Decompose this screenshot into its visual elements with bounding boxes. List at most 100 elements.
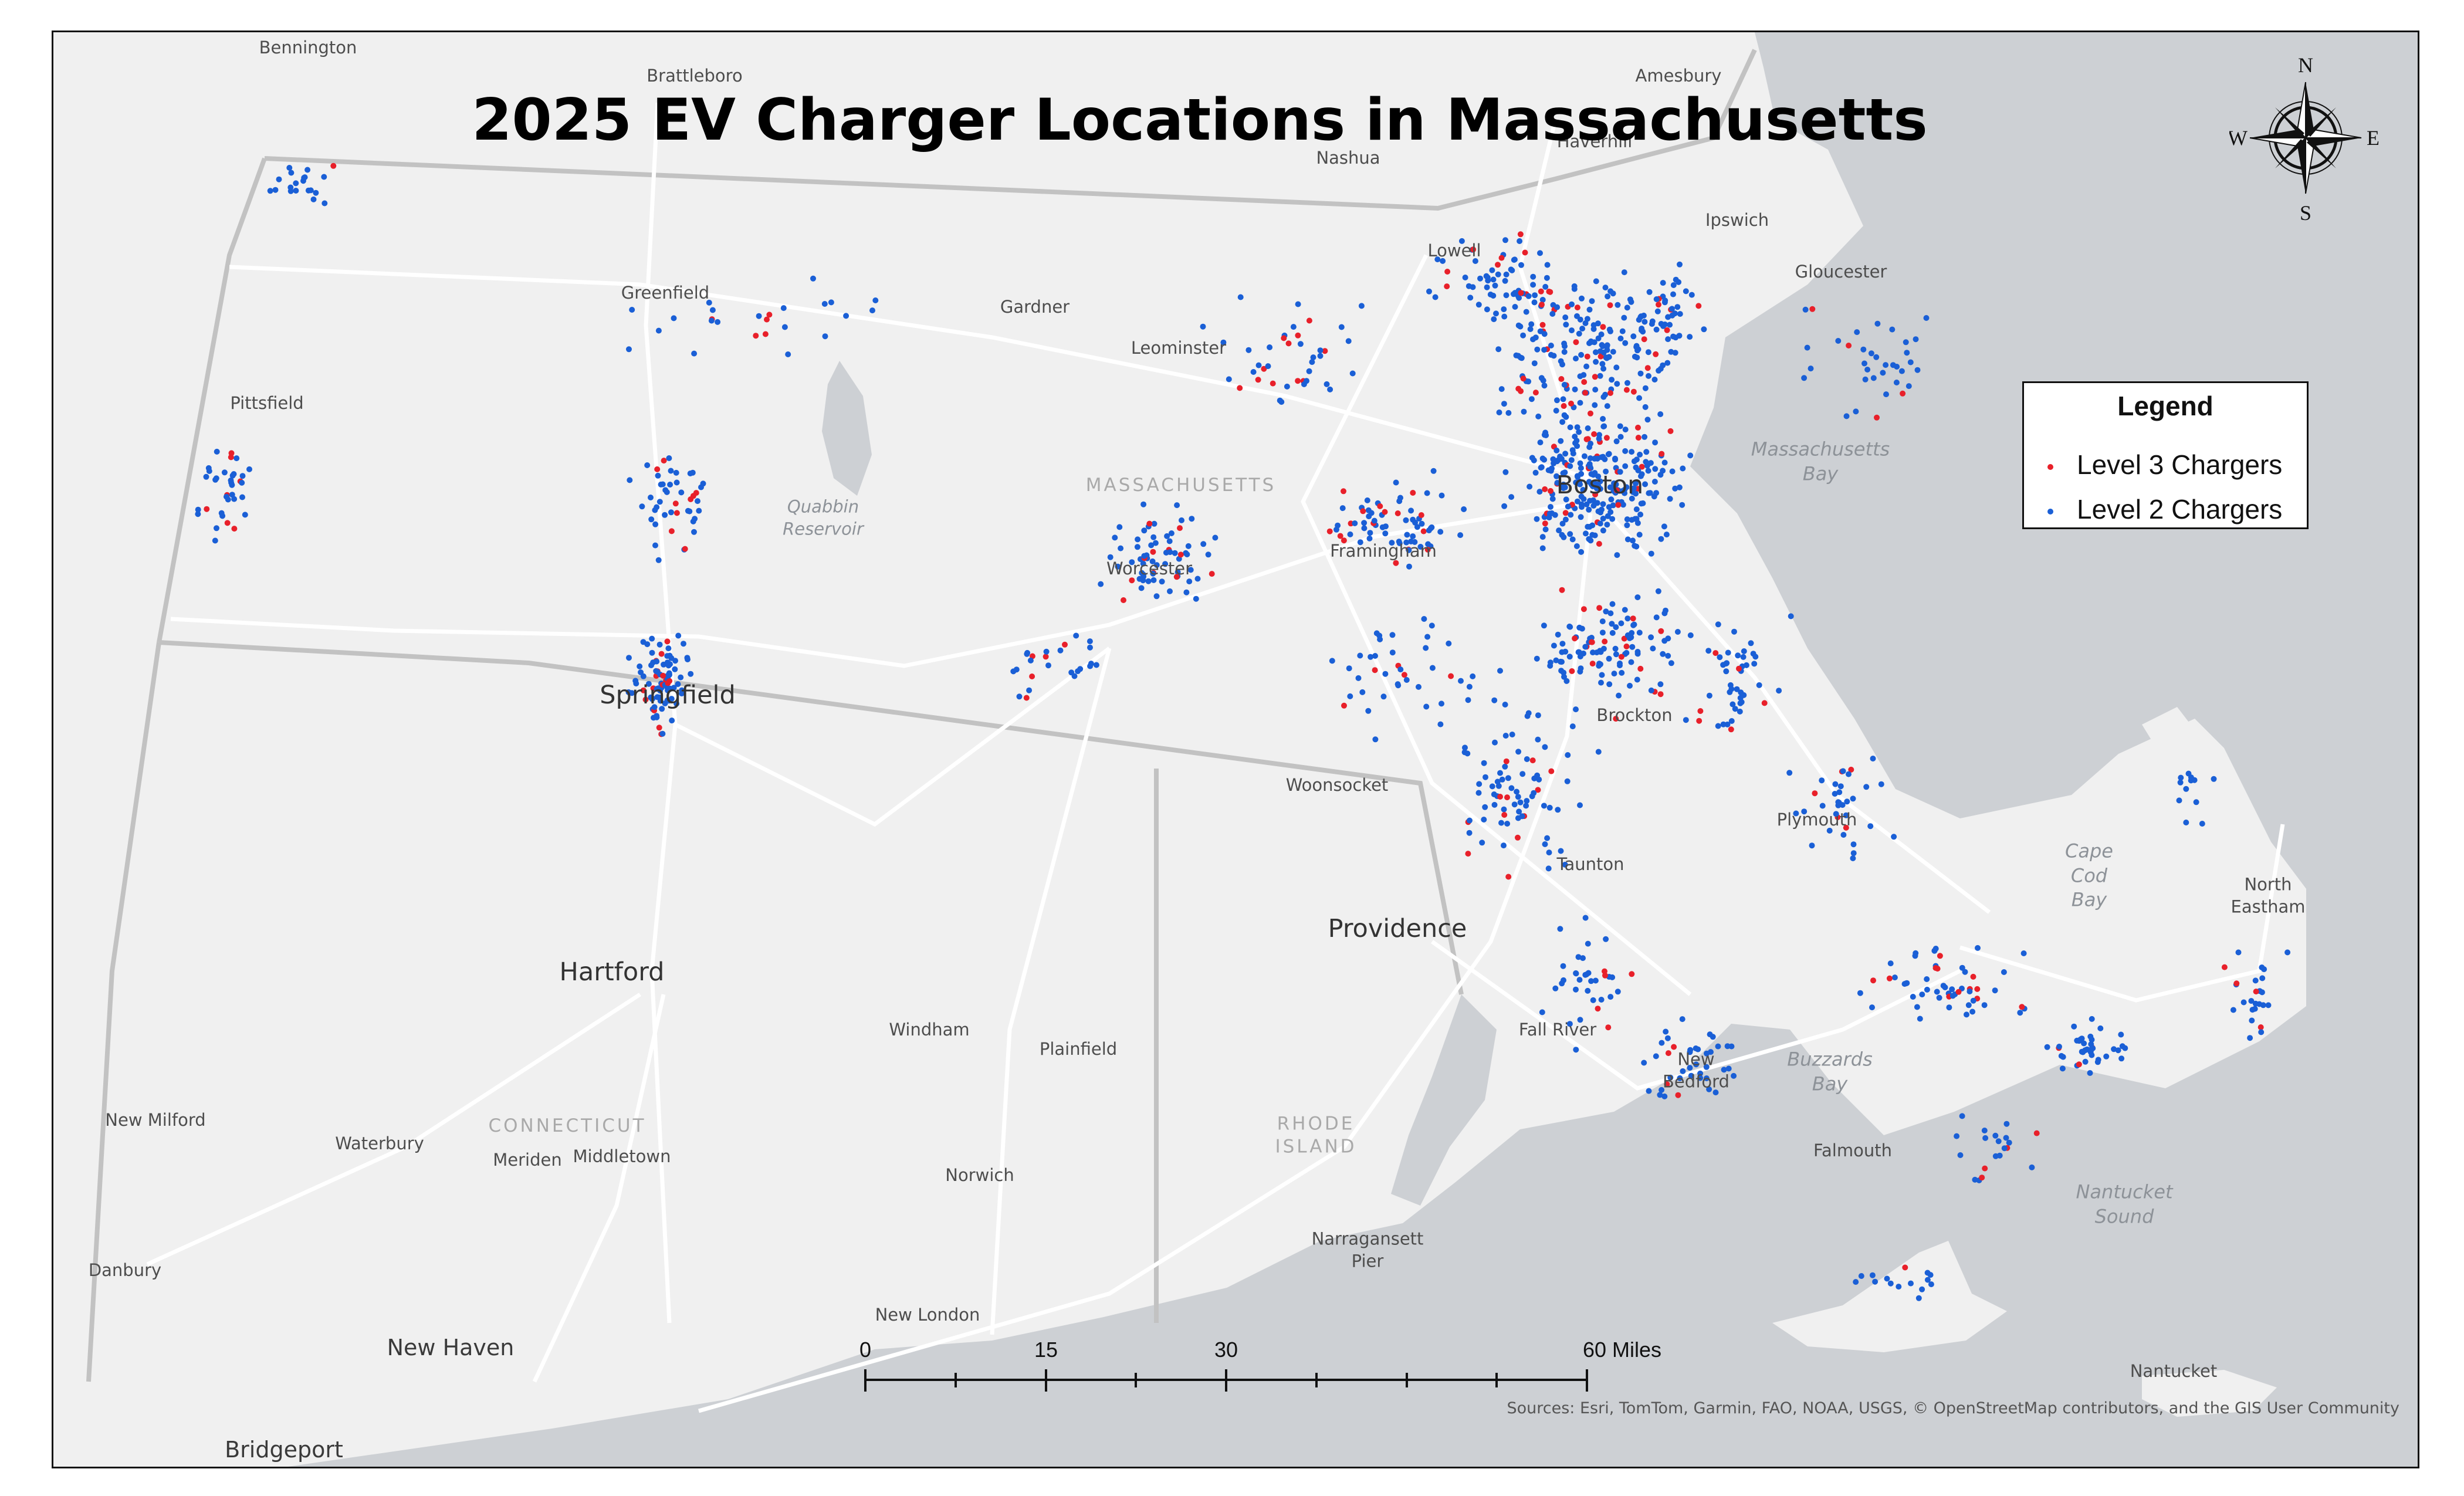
level-2-charger-point (1484, 284, 1490, 290)
level-2-charger-point (1547, 662, 1553, 669)
level-2-charger-point (1599, 361, 1606, 367)
level-2-charger-point (1434, 256, 1441, 263)
level-2-charger-point (1568, 512, 1574, 518)
level-3-charger-point (1424, 546, 1431, 553)
legend: Legend Level 3 Chargers Level 2 Chargers (2022, 381, 2309, 529)
level-2-charger-point (1628, 659, 1634, 665)
level-3-charger-point (1588, 410, 1593, 417)
label-falmouth: Falmouth (1813, 1140, 1892, 1160)
level-2-charger-point (2103, 1053, 2110, 1060)
road-mass-pike (170, 499, 1591, 668)
level-2-charger-point (1561, 412, 1568, 418)
level-2-charger-point (656, 499, 663, 505)
level-2-charger-point (1295, 301, 1301, 307)
level-2-charger-point (1624, 615, 1631, 622)
level-2-charger-point (1917, 1016, 1923, 1022)
level-2-charger-point (1523, 803, 1529, 809)
level-2-charger-point (1558, 358, 1564, 364)
level-2-charger-point (1491, 316, 1497, 323)
level-2-charger-point (1573, 970, 1579, 976)
level-2-charger-point (1880, 370, 1886, 376)
level-2-charger-point (1837, 783, 1844, 790)
level-2-charger-point (1410, 516, 1416, 523)
level-2-charger-point (1735, 652, 1741, 659)
level-2-charger-point (1393, 479, 1399, 486)
level-2-charger-point (1487, 292, 1494, 297)
level-2-charger-point (1965, 1002, 1972, 1008)
level-2-charger-point (655, 472, 661, 479)
level-2-charger-point (1430, 468, 1437, 474)
level-2-charger-point (1776, 688, 1782, 694)
level-2-charger-point (1588, 978, 1595, 984)
label-springfield: Springfield (600, 681, 736, 710)
level-2-charger-point (822, 333, 828, 340)
level-2-charger-point (1554, 480, 1561, 486)
level-2-charger-point (1633, 480, 1639, 487)
level-2-charger-point (1499, 776, 1505, 783)
level-2-charger-point (1891, 974, 1898, 981)
level-2-charger-point (1688, 292, 1695, 298)
level-3-charger-point (1121, 597, 1126, 603)
level-2-charger-point (1567, 424, 1573, 431)
level-2-charger-point (2230, 1007, 2236, 1013)
level-2-charger-point (1140, 501, 1147, 507)
level-2-charger-point (1345, 338, 1352, 344)
level-2-charger-point (2071, 1023, 2077, 1030)
level-2-charger-point (1577, 373, 1583, 380)
level-2-charger-point (1502, 277, 1508, 284)
level-2-charger-point (1661, 1093, 1668, 1099)
level-2-charger-point (1632, 353, 1638, 360)
quabbin-reservoir (822, 361, 872, 496)
level-2-charger-point (1297, 341, 1304, 347)
level-3-charger-point (1322, 348, 1328, 354)
level-2-charger-point (1972, 1176, 1978, 1183)
level-2-charger-point (1424, 490, 1430, 496)
level-2-charger-point (1835, 799, 1842, 805)
level-2-charger-point (1577, 802, 1583, 808)
level-2-charger-point (2247, 1035, 2253, 1041)
level-2-charger-point (1534, 655, 1540, 662)
level-2-charger-point (667, 482, 673, 488)
level-2-charger-point (1446, 640, 1452, 647)
level-2-charger-point (681, 641, 686, 647)
level-2-charger-point (1511, 256, 1518, 263)
level-2-charger-point (1642, 404, 1649, 410)
level-2-charger-point (1542, 841, 1548, 847)
level-2-charger-point (1913, 336, 1919, 343)
level-2-charger-point (1648, 634, 1654, 641)
level-2-charger-point (1898, 368, 1905, 374)
level-2-charger-point (1634, 676, 1640, 683)
label-meriden: Meriden (493, 1150, 562, 1170)
level-2-charger-point (1889, 326, 1896, 333)
level-2-charger-point (1310, 354, 1316, 361)
level-2-charger-point (1205, 551, 1211, 558)
level-2-charger-point (1549, 496, 1556, 502)
level-2-charger-point (1665, 336, 1671, 343)
label-norwich: Norwich (945, 1165, 1014, 1185)
level-3-charger-point (1295, 332, 1301, 339)
level-2-charger-point (1220, 339, 1227, 346)
blue-dot-icon (2047, 508, 2053, 515)
level-2-charger-point (668, 468, 674, 474)
level-3-charger-point (1261, 365, 1267, 372)
level-2-charger-point (1542, 526, 1549, 533)
border-ma-north (264, 49, 1757, 211)
level-2-charger-point (666, 455, 672, 461)
label-framingham: Framingham (1330, 541, 1437, 561)
level-2-charger-point (1525, 293, 1532, 299)
level-2-charger-point (1661, 299, 1668, 306)
level-2-charger-point (1562, 516, 1569, 523)
level-2-charger-point (1607, 994, 1614, 1000)
level-2-charger-point (1725, 649, 1731, 656)
level-2-charger-point (1748, 640, 1754, 647)
map-frame[interactable]: Bennington Brattleboro Amesbury Haverhil… (52, 31, 2419, 1468)
level-2-charger-point (1138, 585, 1145, 591)
level-2-charger-point (1609, 629, 1616, 636)
level-2-charger-point (1701, 326, 1707, 333)
label-brockton: Brockton (1596, 705, 1673, 725)
level-2-charger-point (1528, 321, 1535, 327)
level-2-charger-point (661, 661, 667, 668)
level-2-charger-point (1255, 362, 1262, 368)
level-2-charger-point (1576, 649, 1582, 655)
level-2-charger-point (1679, 502, 1685, 508)
